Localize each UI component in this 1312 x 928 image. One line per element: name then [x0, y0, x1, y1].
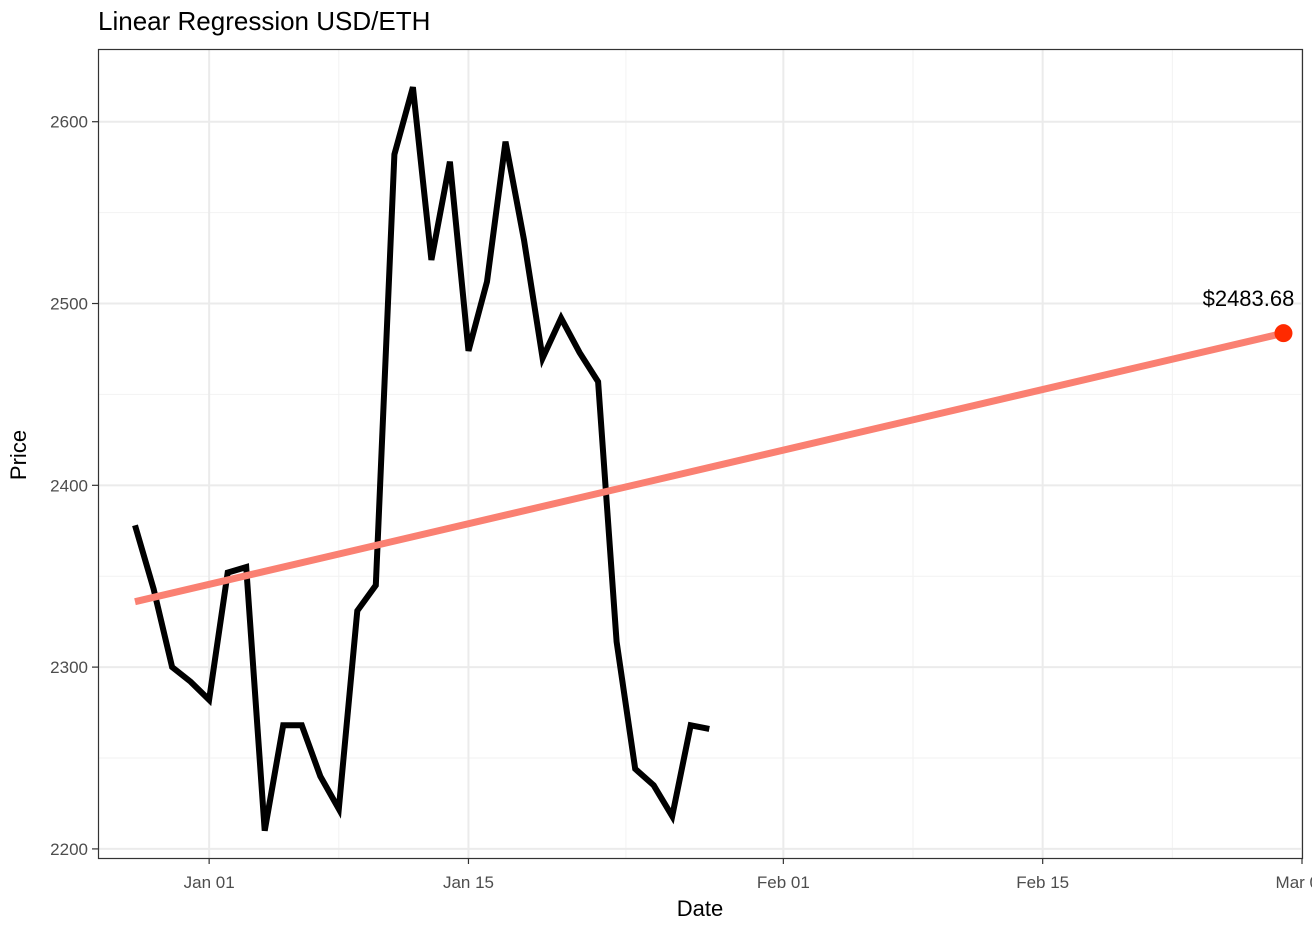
x-tick-label: Feb 15	[1016, 873, 1069, 892]
y-tick-label: 2500	[50, 295, 88, 314]
chart-title: Linear Regression USD/ETH	[98, 6, 430, 36]
x-tick-label: Jan 15	[443, 873, 494, 892]
axes: Jan 01 Jan 15 Feb 01 Feb 15 Mar 01 2200 2300 24…	[50, 113, 1312, 892]
x-tick-label: Feb 01	[757, 873, 810, 892]
y-tick-label: 2200	[50, 840, 88, 859]
x-axis-title: Date	[677, 896, 723, 921]
y-tick-label: 2600	[50, 113, 88, 132]
y-tick-label: 2300	[50, 658, 88, 677]
x-tick-label: Jan 01	[184, 873, 235, 892]
forecast-point	[1274, 324, 1293, 343]
price-series-line	[132, 86, 710, 832]
x-tick-label: Mar 01	[1276, 873, 1312, 892]
y-axis-title: Price	[6, 430, 31, 480]
data-layer: $2483.68	[132, 86, 1295, 832]
forecast-value-label: $2483.68	[1203, 286, 1295, 311]
y-tick-label: 2400	[50, 476, 88, 495]
panel-border	[97, 48, 1304, 860]
regression-line	[134, 329, 1285, 606]
